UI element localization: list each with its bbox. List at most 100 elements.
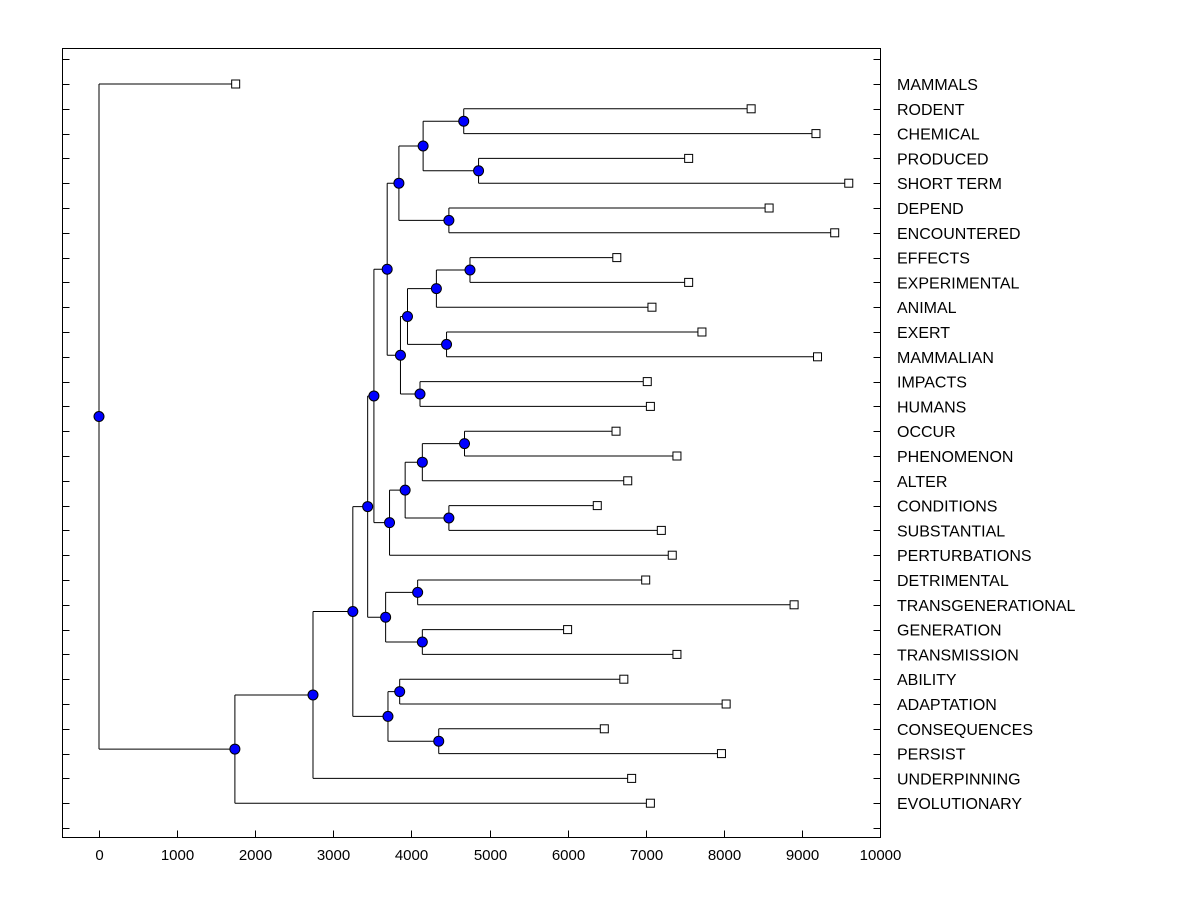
merge-node-n22 xyxy=(362,501,374,513)
merge-node-n7 xyxy=(430,283,442,295)
merge-node-n17 xyxy=(384,517,396,529)
leaf-label: TRANSMISSION xyxy=(897,647,1019,664)
x-tick-label: 10000 xyxy=(860,847,902,864)
link-n1 xyxy=(463,108,816,135)
leaf-label: OCCUR xyxy=(897,424,956,441)
leaf-marker xyxy=(721,699,731,709)
link-n17 xyxy=(389,489,673,556)
leaf-label: IMPACTS xyxy=(897,375,967,392)
link-n5 xyxy=(398,145,449,221)
leaf-marker xyxy=(789,600,799,610)
link-n3 xyxy=(422,120,479,172)
leaf-marker xyxy=(684,277,694,287)
leaf-marker xyxy=(746,104,756,114)
leaf-marker xyxy=(684,153,694,163)
merge-node-n19 xyxy=(412,586,424,598)
link-n6 xyxy=(469,257,689,283)
leaf-labels: MAMMALS RODENT CHEMICAL PRODUCED SHORT TERM D… xyxy=(897,77,1076,813)
link-n24 xyxy=(438,728,722,755)
x-tick-label: 2000 xyxy=(239,847,272,864)
leaf-label: MAMMALS xyxy=(897,77,978,94)
dendrogram-links xyxy=(98,83,849,804)
x-axis: 0 1000 2000 3000 4000 5000 6000 7000 8000 9000 100… xyxy=(95,830,902,864)
leaf-marker xyxy=(811,129,821,139)
merge-nodes xyxy=(93,115,485,755)
leaf-marker xyxy=(563,625,573,635)
link-n2 xyxy=(478,157,849,184)
leaf-label: CONSEQUENCES xyxy=(897,722,1033,739)
merge-node-n12 xyxy=(381,263,393,275)
merge-node-n20 xyxy=(416,636,428,648)
leaf-label: SUBSTANTIAL xyxy=(897,523,1005,540)
merge-node-n25 xyxy=(382,710,394,722)
link-n13 xyxy=(464,430,677,457)
leaf-marker xyxy=(813,352,823,362)
leaf-marker xyxy=(764,203,774,213)
leaf-marker xyxy=(645,798,655,808)
merge-node-n10 xyxy=(414,388,426,400)
leaf-marker xyxy=(611,426,621,436)
link-n23 xyxy=(399,678,727,705)
x-tick-label: 7000 xyxy=(630,847,663,864)
link-n19 xyxy=(417,579,795,606)
leaf-marker xyxy=(592,501,602,511)
plot-frame xyxy=(62,48,881,838)
leaf-label: PRODUCED xyxy=(897,151,989,168)
leaf-label: ANIMAL xyxy=(897,300,957,317)
leaf-label: ABILITY xyxy=(897,672,957,689)
leaf-label: EFFECTS xyxy=(897,251,970,268)
link-n15 xyxy=(448,505,662,531)
leaf-markers xyxy=(231,79,854,808)
merge-node-n2 xyxy=(473,165,485,177)
merge-node-n26 xyxy=(347,605,359,617)
link-n29 xyxy=(98,83,236,750)
leaf-label: RODENT xyxy=(897,102,965,119)
x-tick-label: 1000 xyxy=(161,847,194,864)
leaf-label: ADAPTATION xyxy=(897,697,997,714)
leaf-marker xyxy=(641,575,651,585)
right-tick-marks xyxy=(873,59,881,829)
link-n14 xyxy=(421,443,628,482)
x-tick-label: 4000 xyxy=(395,847,428,864)
leaf-marker xyxy=(623,476,633,486)
merge-node-n6 xyxy=(464,264,476,276)
link-n9 xyxy=(406,288,447,345)
leaf-label: DEPEND xyxy=(897,201,964,218)
leaf-label: SHORT TERM xyxy=(897,176,1002,193)
leaf-marker xyxy=(667,550,677,560)
leaf-marker xyxy=(231,79,241,89)
leaf-label: ALTER xyxy=(897,474,947,491)
leaf-marker xyxy=(830,228,840,238)
x-tick-label: 5000 xyxy=(474,847,507,864)
leaf-label: MAMMALIAN xyxy=(897,350,994,367)
merge-node-n28 xyxy=(229,743,241,755)
leaf-marker xyxy=(844,178,854,188)
merge-node-n23 xyxy=(394,686,406,698)
leaf-marker xyxy=(672,649,682,659)
link-n7 xyxy=(435,269,652,308)
link-n16 xyxy=(404,461,449,519)
merge-node-n14 xyxy=(416,456,428,468)
leaf-label: GENERATION xyxy=(897,623,1002,640)
merge-node-n13 xyxy=(459,438,471,450)
merge-node-n21 xyxy=(380,611,392,623)
link-n4 xyxy=(448,207,835,234)
merge-node-n3 xyxy=(417,140,429,152)
merge-node-n1 xyxy=(458,115,470,127)
merge-node-n9 xyxy=(401,311,413,322)
link-n20 xyxy=(421,629,677,655)
leaf-marker xyxy=(612,253,622,263)
leaf-marker xyxy=(716,749,726,759)
link-n25 xyxy=(387,691,439,742)
leaf-marker xyxy=(599,724,609,734)
x-tick-label: 6000 xyxy=(552,847,585,864)
link-n8 xyxy=(446,331,818,358)
leaf-label: CHEMICAL xyxy=(897,127,980,144)
leaf-label: EXPERIMENTAL xyxy=(897,275,1020,292)
leaf-marker xyxy=(647,302,657,312)
merge-node-n8 xyxy=(441,338,453,350)
merge-node-n24 xyxy=(433,735,445,747)
leaf-label: UNDERPINNING xyxy=(897,771,1021,788)
leaf-label: TRANSGENERATIONAL xyxy=(897,598,1076,615)
